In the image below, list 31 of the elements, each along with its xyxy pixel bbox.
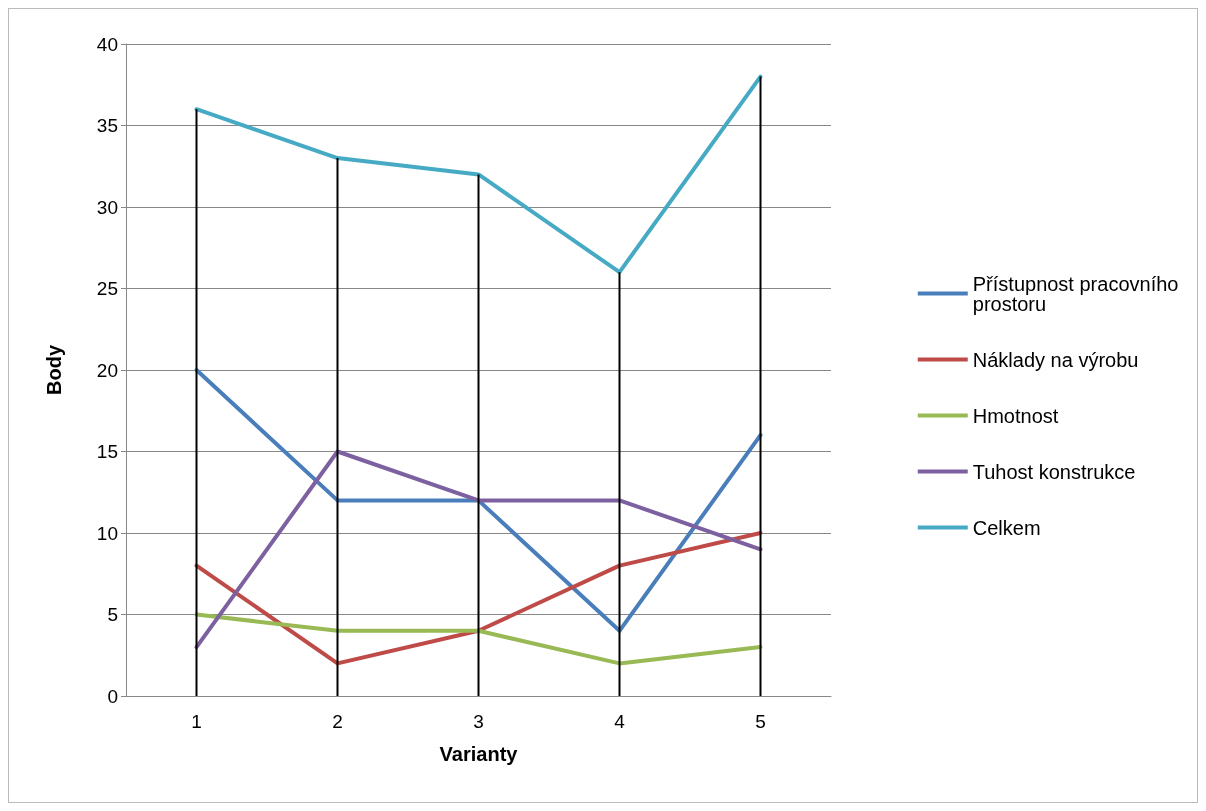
bar	[618, 272, 621, 696]
legend-label: Náklady na výrobu	[972, 348, 1139, 371]
y-axis-title: Body	[43, 344, 65, 395]
legend-label: Přístupnost pracovního prostoru	[972, 272, 1184, 315]
legend-label: Hmotnost	[972, 404, 1059, 427]
line-series	[194, 74, 763, 275]
y-tick-label: 0	[107, 685, 118, 707]
y-tick-label: 40	[96, 33, 118, 55]
legend-label: Celkem	[972, 516, 1041, 539]
x-axis-title: Varianty	[439, 743, 519, 765]
legend-label: Tuhost konstrukce	[972, 460, 1136, 483]
bar	[477, 174, 480, 696]
line-series	[194, 612, 763, 666]
y-tick-label: 15	[96, 441, 118, 462]
x-tick-label: 5	[755, 711, 766, 732]
y-tick-label: 25	[96, 278, 118, 299]
line-series	[194, 449, 763, 650]
bar	[195, 109, 198, 696]
y-tick-label: 35	[96, 115, 118, 136]
x-tick-label: 4	[614, 711, 626, 732]
line-series	[194, 531, 763, 666]
y-tick-label: 30	[96, 196, 118, 218]
x-tick-label: 1	[191, 711, 202, 732]
y-tick-label: 20	[96, 359, 118, 381]
bar	[759, 76, 762, 696]
bar	[336, 158, 339, 696]
line-series	[194, 368, 763, 633]
y-tick-label: 10	[96, 522, 118, 544]
x-tick-label: 3	[473, 711, 484, 732]
y-tick-label: 5	[107, 604, 118, 625]
x-tick-label: 2	[332, 711, 343, 732]
